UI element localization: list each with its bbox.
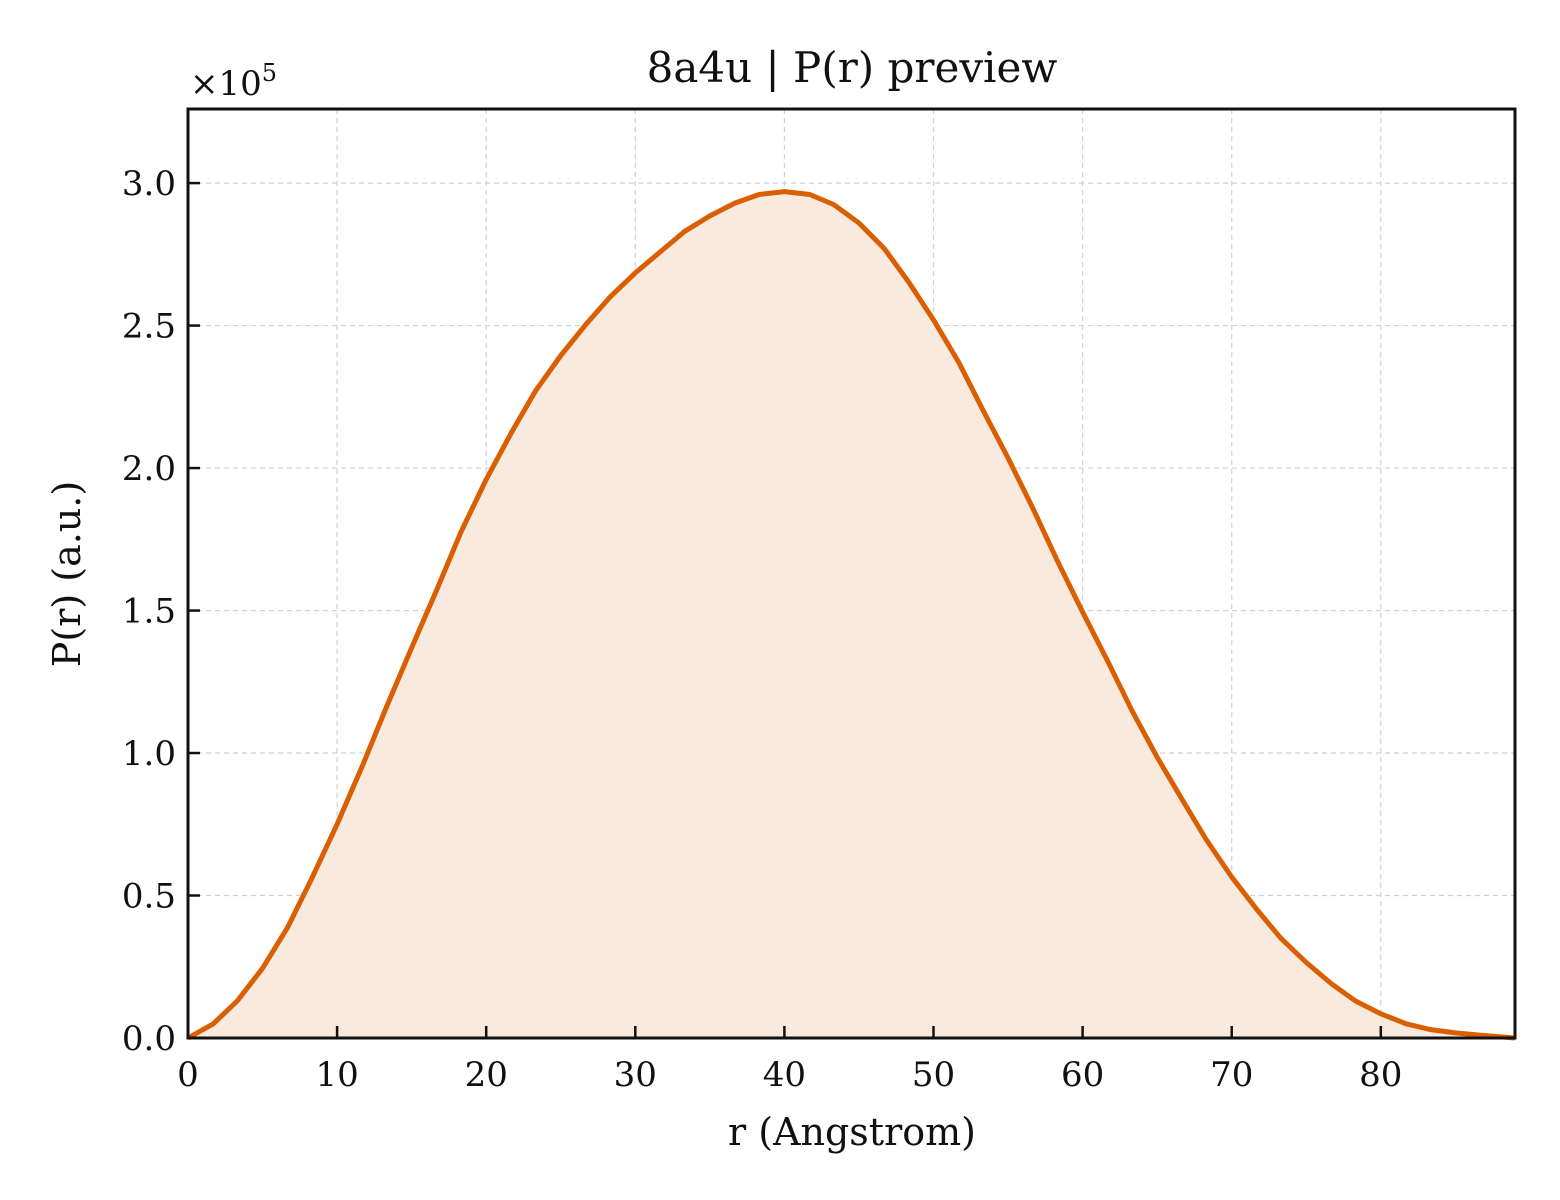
x-tick-label: 0 xyxy=(177,1055,199,1095)
area-fill xyxy=(188,191,1515,1039)
x-axis-label: r (Angstrom) xyxy=(728,1110,976,1154)
y-tick-label: 2.0 xyxy=(122,449,176,489)
chart-title: 8a4u | P(r) preview xyxy=(647,43,1058,92)
x-tick-label: 20 xyxy=(465,1055,508,1095)
y-tick-label: 0.0 xyxy=(122,1019,176,1059)
series-line xyxy=(186,189,1516,1041)
x-tick-label: 80 xyxy=(1359,1055,1402,1095)
y-axis-multiplier: ×105 xyxy=(190,59,277,104)
y-axis-multiplier-exponent: 5 xyxy=(262,59,277,87)
tick-labels: 0 10 20 30 40 50 60 70 80 0.0 0.5 1.0 1.5 2.0 2.5 3.0 xyxy=(122,164,1403,1095)
x-tick-label: 40 xyxy=(763,1055,806,1095)
y-tick-label: 2.5 xyxy=(122,307,176,347)
y-tick-label: 1.0 xyxy=(122,734,176,774)
plot-frame xyxy=(186,107,1517,1040)
y-axis-multiplier-base: ×10 xyxy=(190,64,262,104)
y-tick-label: 1.5 xyxy=(122,592,176,632)
x-tick-label: 60 xyxy=(1061,1055,1104,1095)
x-tick-label: 30 xyxy=(614,1055,657,1095)
x-tick-label: 50 xyxy=(912,1055,955,1095)
x-tick-label: 10 xyxy=(315,1055,358,1095)
y-tick-label: 0.5 xyxy=(122,877,176,917)
y-tick-label: 3.0 xyxy=(122,164,176,204)
x-tick-label: 70 xyxy=(1210,1055,1253,1095)
y-axis-label: P(r) (a.u.) xyxy=(45,481,89,667)
